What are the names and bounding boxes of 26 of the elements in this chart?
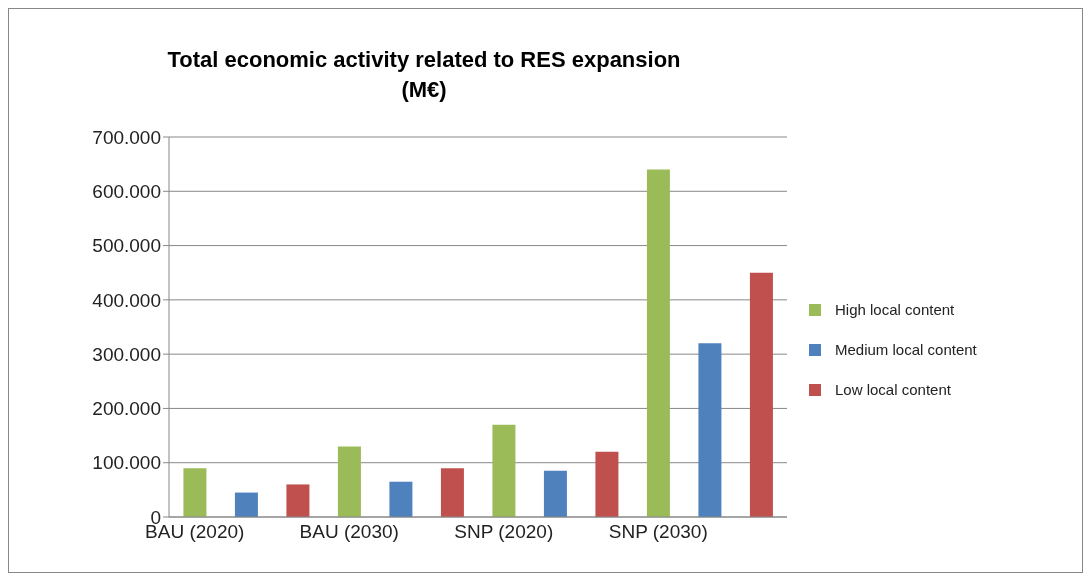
legend-label: Low local content xyxy=(835,381,951,398)
bar xyxy=(492,424,516,517)
bar xyxy=(234,492,258,517)
bar xyxy=(595,451,619,517)
bar xyxy=(389,481,413,517)
chart-title: Total economic activity related to RES expansion (M€) xyxy=(166,46,682,104)
y-tick-label: 600.000 xyxy=(92,181,161,203)
bar xyxy=(646,169,670,517)
legend-label: High local content xyxy=(835,301,955,318)
x-tick-label: BAU (2030) xyxy=(299,521,399,543)
bar xyxy=(286,484,310,517)
bar xyxy=(183,468,207,517)
bar xyxy=(698,343,722,517)
legend-label: Medium local content xyxy=(835,341,977,358)
y-tick-label: 700.000 xyxy=(92,126,161,148)
x-tick-label: SNP (2020) xyxy=(454,521,554,543)
bar xyxy=(543,470,567,517)
y-tick-label: 100.000 xyxy=(92,452,161,474)
bar xyxy=(337,446,361,517)
y-tick-label: 200.000 xyxy=(92,398,161,420)
y-tick-label: 400.000 xyxy=(92,289,161,311)
x-tick-label: SNP (2030) xyxy=(608,521,708,543)
bar xyxy=(749,272,773,517)
y-tick-label: 500.000 xyxy=(92,235,161,257)
bar xyxy=(440,468,464,517)
y-tick-label: 300.000 xyxy=(92,343,161,365)
